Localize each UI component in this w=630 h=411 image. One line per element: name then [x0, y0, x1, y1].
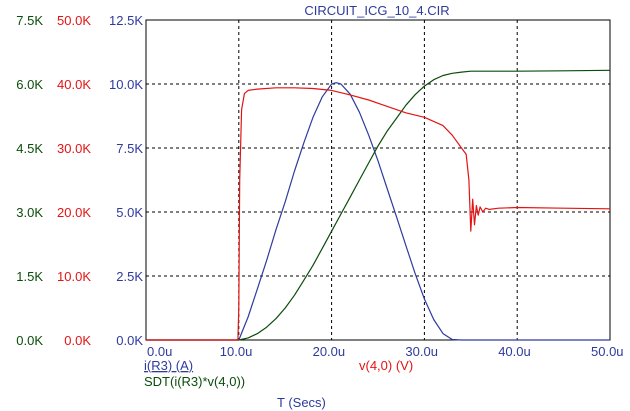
y-tick-label-blue_axis: 12.5K	[109, 13, 143, 28]
x-axis-label: T (Secs)	[277, 395, 326, 410]
y-tick-label-red_axis: 10.0K	[57, 269, 91, 284]
x-tick-label: 50.0u	[591, 344, 624, 359]
series-line-2	[146, 87, 611, 341]
legend-red-series: v(4,0) (V)	[359, 358, 413, 373]
plot-frame	[145, 19, 611, 341]
y-tick-label-blue_axis: 10.0K	[109, 77, 143, 92]
x-tick-label: 20.0u	[313, 344, 346, 359]
y-tick-label-red_axis: 40.0K	[57, 77, 91, 92]
y-tick-label-green_axis: 4.5K	[16, 141, 43, 156]
x-tick-label: 0.0u	[147, 344, 172, 359]
y-tick-label-green_axis: 0.0K	[16, 333, 43, 348]
y-tick-label-blue_axis: 5.0K	[116, 205, 143, 220]
grid	[146, 20, 610, 340]
series-line-1	[146, 69, 611, 341]
y-tick-labels: 0.0K 1.5K 3.0K 4.5K 6.0K 7.5K 0.0K 10.0K 20.0K 30…	[16, 13, 143, 348]
x-tick-labels: 0.0u 10.0u 20.0u 30.0u 40.0u 50.0u	[147, 344, 624, 359]
chart-title: CIRCUIT_ICG_10_4.CIR	[304, 3, 449, 18]
legend-blue-series: i(R3) (A)	[144, 358, 193, 373]
y-tick-label-blue_axis: 7.5K	[116, 141, 143, 156]
y-tick-label-red_axis: 20.0K	[57, 205, 91, 220]
y-tick-label-blue_axis: 0.0K	[116, 333, 143, 348]
y-tick-label-red_axis: 0.0K	[64, 333, 91, 348]
x-tick-label: 10.0u	[220, 344, 253, 359]
x-tick-label: 40.0u	[498, 344, 531, 359]
series-line-0	[146, 82, 610, 341]
legend-green-series: SDT(i(R3)*v(4,0))	[144, 374, 245, 389]
y-tick-label-green_axis: 1.5K	[16, 269, 43, 284]
y-tick-label-green_axis: 3.0K	[16, 205, 43, 220]
y-tick-label-blue_axis: 2.5K	[116, 269, 143, 284]
series-lines	[146, 69, 611, 341]
y-tick-label-red_axis: 50.0K	[57, 13, 91, 28]
y-tick-label-green_axis: 7.5K	[16, 13, 43, 28]
y-tick-label-green_axis: 6.0K	[16, 77, 43, 92]
y-tick-label-red_axis: 30.0K	[57, 141, 91, 156]
x-tick-label: 30.0u	[405, 344, 438, 359]
